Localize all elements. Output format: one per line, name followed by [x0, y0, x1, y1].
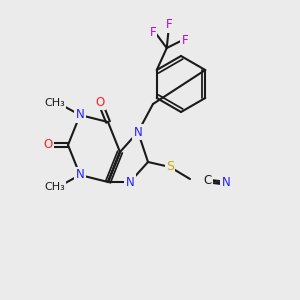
- Text: O: O: [95, 95, 105, 109]
- Text: N: N: [222, 176, 230, 190]
- Text: N: N: [76, 169, 84, 182]
- Text: N: N: [134, 125, 142, 139]
- Text: F: F: [165, 19, 172, 32]
- Text: N: N: [76, 109, 84, 122]
- Text: O: O: [44, 139, 52, 152]
- Text: S: S: [166, 160, 174, 173]
- Text: F: F: [182, 34, 188, 46]
- Text: CH₃: CH₃: [45, 98, 65, 108]
- Text: F: F: [149, 26, 156, 38]
- Text: C: C: [204, 175, 212, 188]
- Text: CH₃: CH₃: [45, 182, 65, 192]
- Text: N: N: [126, 176, 134, 188]
